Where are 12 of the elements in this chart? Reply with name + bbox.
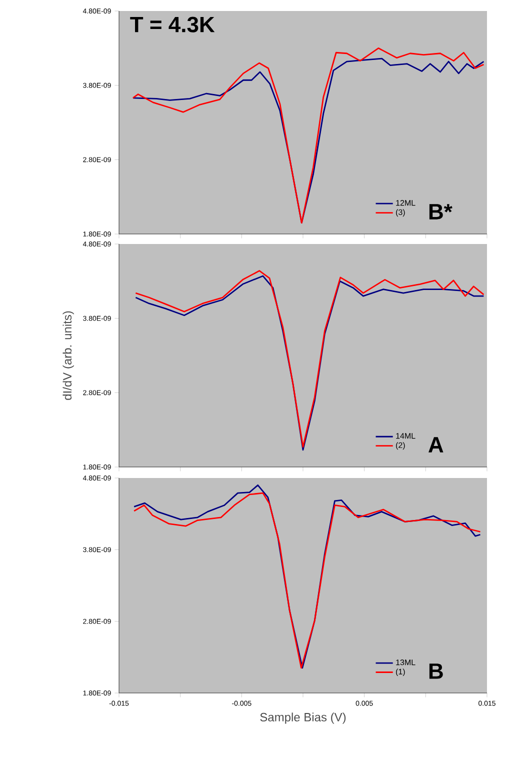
legend-label: (2) xyxy=(396,442,405,450)
legend-label: (1) xyxy=(396,668,405,676)
annotation: B xyxy=(429,664,443,679)
x-axis-title: Sample Bias (V) xyxy=(260,712,346,724)
annotation: B* xyxy=(429,204,452,220)
legend-label: 12ML xyxy=(396,200,416,206)
legend-label: (3) xyxy=(396,209,405,217)
legend-label: 14ML xyxy=(396,433,416,439)
y-axis-title: dI/dV (arb. units) xyxy=(62,311,74,400)
legend-label: 13ML xyxy=(396,660,416,666)
annotation: T = 4.3K xyxy=(130,16,215,32)
annotation: A xyxy=(428,437,444,452)
